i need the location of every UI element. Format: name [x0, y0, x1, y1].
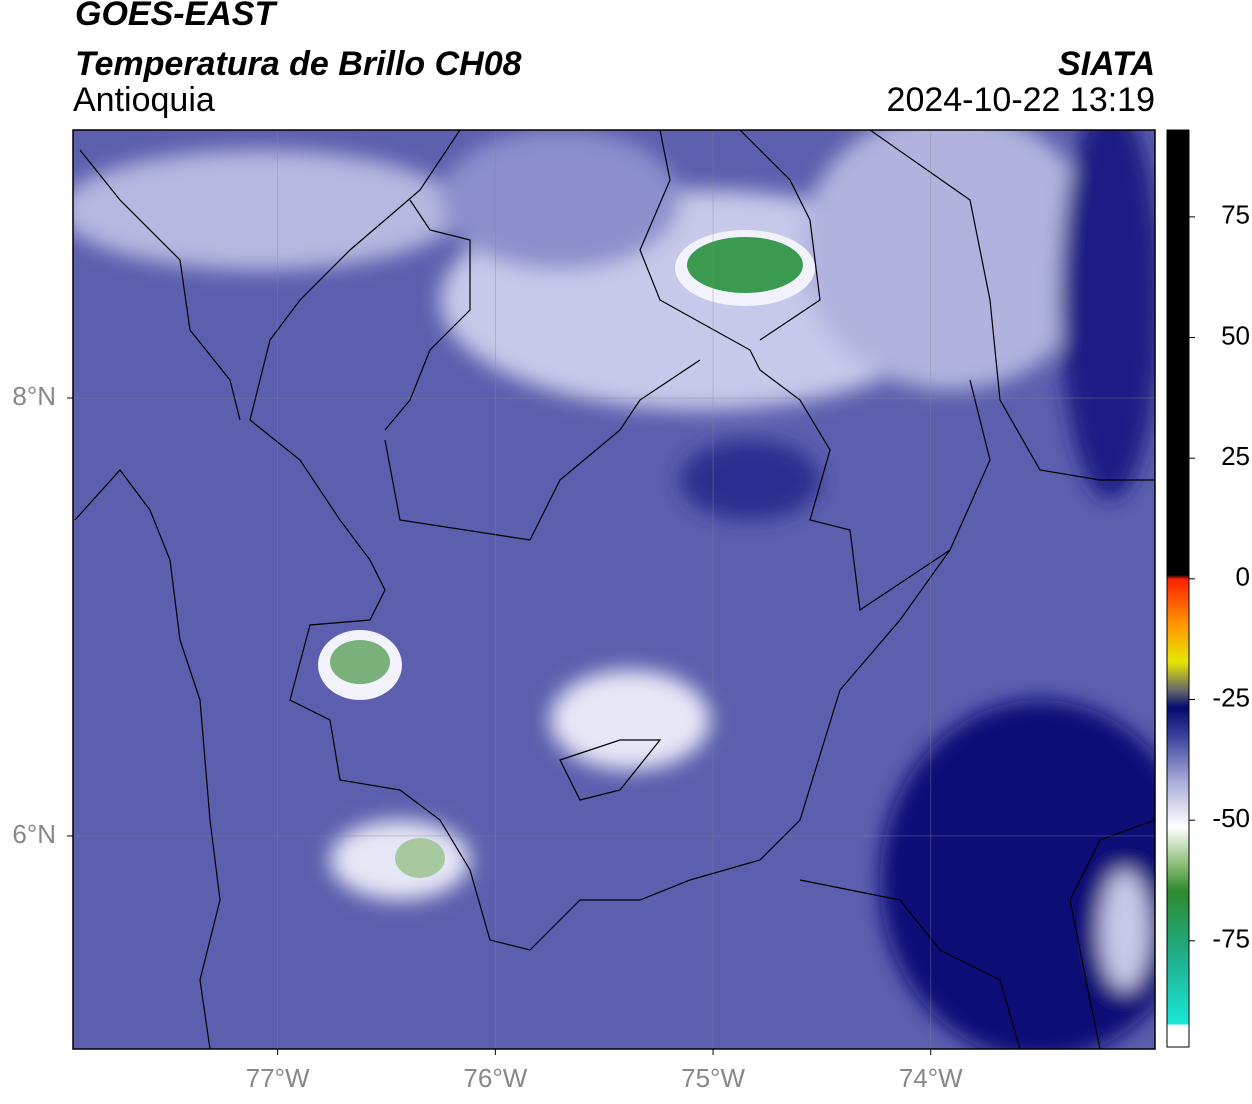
colorbar-tick-label: 50 [1221, 320, 1250, 350]
x-tick-label: 76°W [463, 1063, 527, 1093]
satellite-field [73, 130, 1155, 1049]
colorbar-tick-label: 75 [1221, 200, 1250, 230]
map-frame [72, 129, 1156, 1050]
colorbar-tick-label: -75 [1212, 924, 1250, 954]
colorbar [1166, 129, 1190, 1048]
title: GOES-EAST [75, 0, 278, 33]
colorbar-tick-label: -50 [1212, 803, 1250, 833]
subtitle: Temperatura de Brillo CH08 [75, 45, 522, 83]
datetime: 2024-10-22 13:19 [887, 81, 1155, 119]
colorbar-tick-label: -25 [1212, 682, 1250, 712]
x-tick-label: 75°W [681, 1063, 745, 1093]
x-tick-label: 77°W [246, 1063, 310, 1093]
region: Antioquia [73, 81, 215, 119]
y-tick-label: 6°N [12, 819, 56, 849]
colorbar-tick-label: 0 [1236, 562, 1250, 592]
x-tick-label: 74°W [899, 1063, 963, 1093]
grid [73, 130, 1155, 1049]
borders [74, 129, 1156, 1050]
colorbar-tick-label: 25 [1221, 441, 1250, 471]
y-tick-label: 8°N [12, 381, 56, 411]
source: SIATA [1058, 45, 1155, 83]
